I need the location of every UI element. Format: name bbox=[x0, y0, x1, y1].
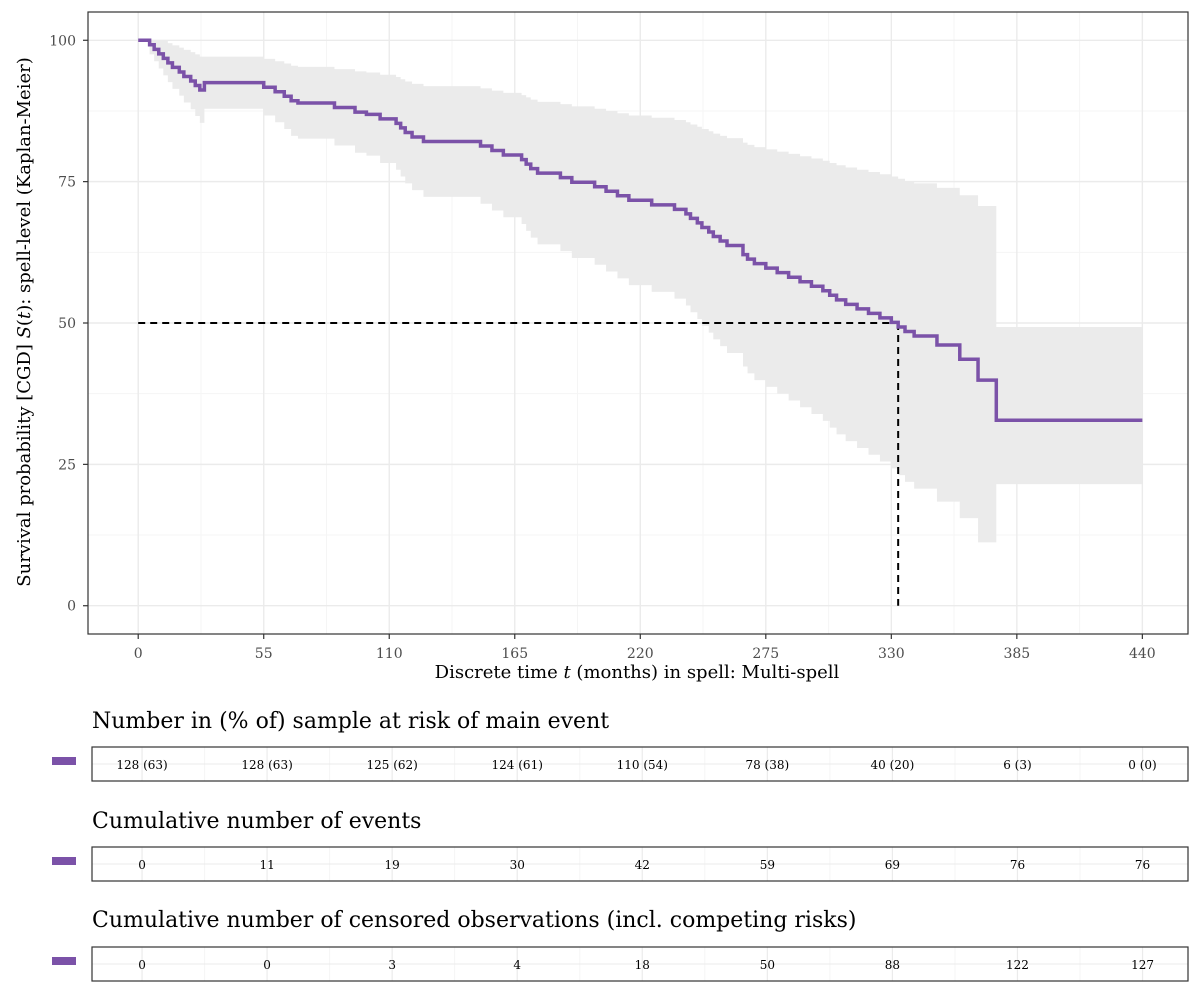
risk-table-cell: 18 bbox=[635, 958, 650, 972]
y-tick-label: 0 bbox=[67, 599, 76, 615]
y-tick-label: 75 bbox=[58, 175, 76, 191]
risk-table-border bbox=[91, 746, 1189, 782]
risk-table-title: Number in (% of) sample at risk of main … bbox=[92, 709, 609, 734]
risk-table-cell: 125 (62) bbox=[366, 758, 417, 772]
y-tick-label: 50 bbox=[58, 316, 76, 332]
x-tick-label: 330 bbox=[878, 646, 905, 662]
risk-table-cell: 59 bbox=[760, 858, 775, 872]
series-color-key bbox=[52, 857, 76, 865]
risk-table-cell: 30 bbox=[510, 858, 525, 872]
risk-table-cell: 19 bbox=[385, 858, 400, 872]
y-axis-title: Survival probability [CGD] S(t): spell-l… bbox=[14, 57, 35, 586]
confidence-band bbox=[138, 40, 1143, 543]
series-color-key bbox=[52, 957, 76, 965]
x-tick-label: 165 bbox=[501, 646, 528, 662]
risk-table-title: Cumulative number of events bbox=[92, 809, 421, 834]
risk-table-cell: 78 (38) bbox=[745, 758, 789, 772]
x-tick-label: 110 bbox=[376, 646, 403, 662]
risk-table-cell: 0 bbox=[138, 858, 146, 872]
risk-table-cell: 88 bbox=[885, 958, 900, 972]
y-tick-label: 100 bbox=[49, 33, 76, 49]
x-axis-title: Discrete time t (months) in spell: Multi… bbox=[435, 662, 840, 683]
risk-table-cell: 50 bbox=[760, 958, 775, 972]
risk-table-cell: 128 (63) bbox=[241, 758, 292, 772]
risk-table-cell: 4 bbox=[513, 958, 521, 972]
x-tick-label: 275 bbox=[752, 646, 779, 662]
risk-table-cell: 0 bbox=[263, 958, 271, 972]
risk-table-border bbox=[91, 946, 1189, 982]
survival-curve-line bbox=[138, 38, 1143, 423]
x-tick-label: 385 bbox=[1003, 646, 1030, 662]
risk-table-cell: 40 (20) bbox=[871, 758, 915, 772]
risk-table-cell: 128 (63) bbox=[116, 758, 167, 772]
x-tick-label: 55 bbox=[255, 646, 273, 662]
main-plot-panel: 0 55 110 165 220 275 330 385 440 0 25 50 75 100 bbox=[49, 11, 1189, 662]
x-tick-label: 0 bbox=[134, 646, 143, 662]
x-tick-label: 440 bbox=[1129, 646, 1156, 662]
risk-table-title: Cumulative number of censored observatio… bbox=[92, 908, 856, 933]
risk-tables: Number in (% of) sample at risk of main … bbox=[52, 709, 1189, 982]
risk-table-cell: 69 bbox=[885, 858, 900, 872]
risk-table-cell: 11 bbox=[259, 858, 274, 872]
risk-table-border bbox=[91, 846, 1189, 882]
risk-table-cell: 127 bbox=[1131, 958, 1154, 972]
risk-table-cell: 42 bbox=[635, 858, 650, 872]
risk-table-cell: 6 (3) bbox=[1003, 758, 1031, 772]
risk-table-cell: 76 bbox=[1010, 858, 1025, 872]
risk-table-cell: 124 (61) bbox=[492, 758, 543, 772]
risk-table-cell: 76 bbox=[1135, 858, 1150, 872]
risk-table-cell: 122 bbox=[1006, 958, 1029, 972]
x-tick-label: 220 bbox=[627, 646, 654, 662]
y-tick-label: 25 bbox=[58, 457, 76, 473]
risk-table-cell: 110 (54) bbox=[617, 758, 668, 772]
risk-table-cell: 0 bbox=[138, 958, 146, 972]
series-color-key bbox=[52, 757, 76, 765]
risk-table-cell: 3 bbox=[388, 958, 396, 972]
risk-table-cell: 0 (0) bbox=[1128, 758, 1156, 772]
